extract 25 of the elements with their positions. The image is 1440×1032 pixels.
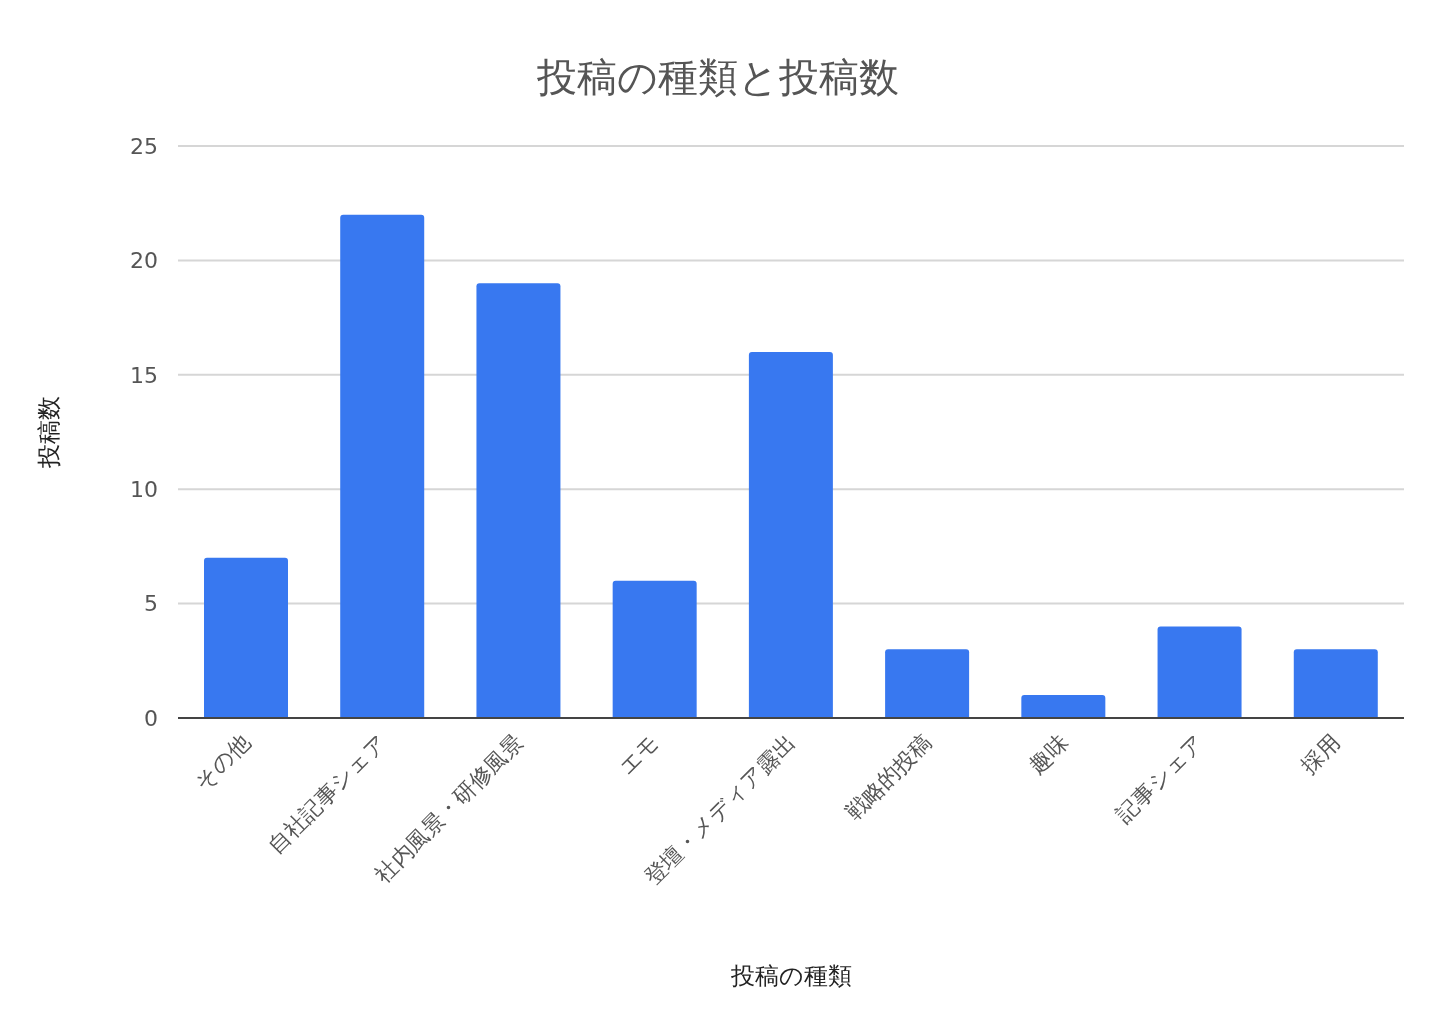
y-axis-title: 投稿数 [34, 396, 63, 469]
bar [885, 649, 970, 718]
y-tick-label: 5 [144, 591, 158, 617]
x-tick-label: その他 [189, 729, 256, 796]
y-tick-label: 0 [144, 705, 158, 731]
y-tick-label: 20 [130, 248, 158, 274]
chart-title: 投稿の種類と投稿数 [536, 53, 900, 102]
bar [1021, 695, 1106, 718]
y-tick-label: 25 [130, 133, 158, 159]
bar [1157, 626, 1242, 718]
bar [340, 214, 425, 718]
x-tick-label: 戦略的投稿 [840, 729, 937, 825]
bar [204, 557, 288, 718]
y-tick-label: 15 [130, 362, 158, 388]
bar [1293, 649, 1378, 718]
y-tick-label: 10 [130, 477, 158, 503]
bar [612, 580, 697, 718]
x-tick-label: 趣味 [1023, 729, 1073, 779]
x-axis-title: 投稿の種類 [729, 962, 852, 990]
x-tick-label: エモ [613, 729, 664, 780]
x-tick-label: 記事シェア [1111, 729, 1209, 828]
x-tick-label: 採用 [1296, 729, 1346, 779]
bar [748, 351, 833, 718]
bar [476, 283, 561, 718]
x-tick-label: 自社記事シェア [262, 729, 392, 859]
